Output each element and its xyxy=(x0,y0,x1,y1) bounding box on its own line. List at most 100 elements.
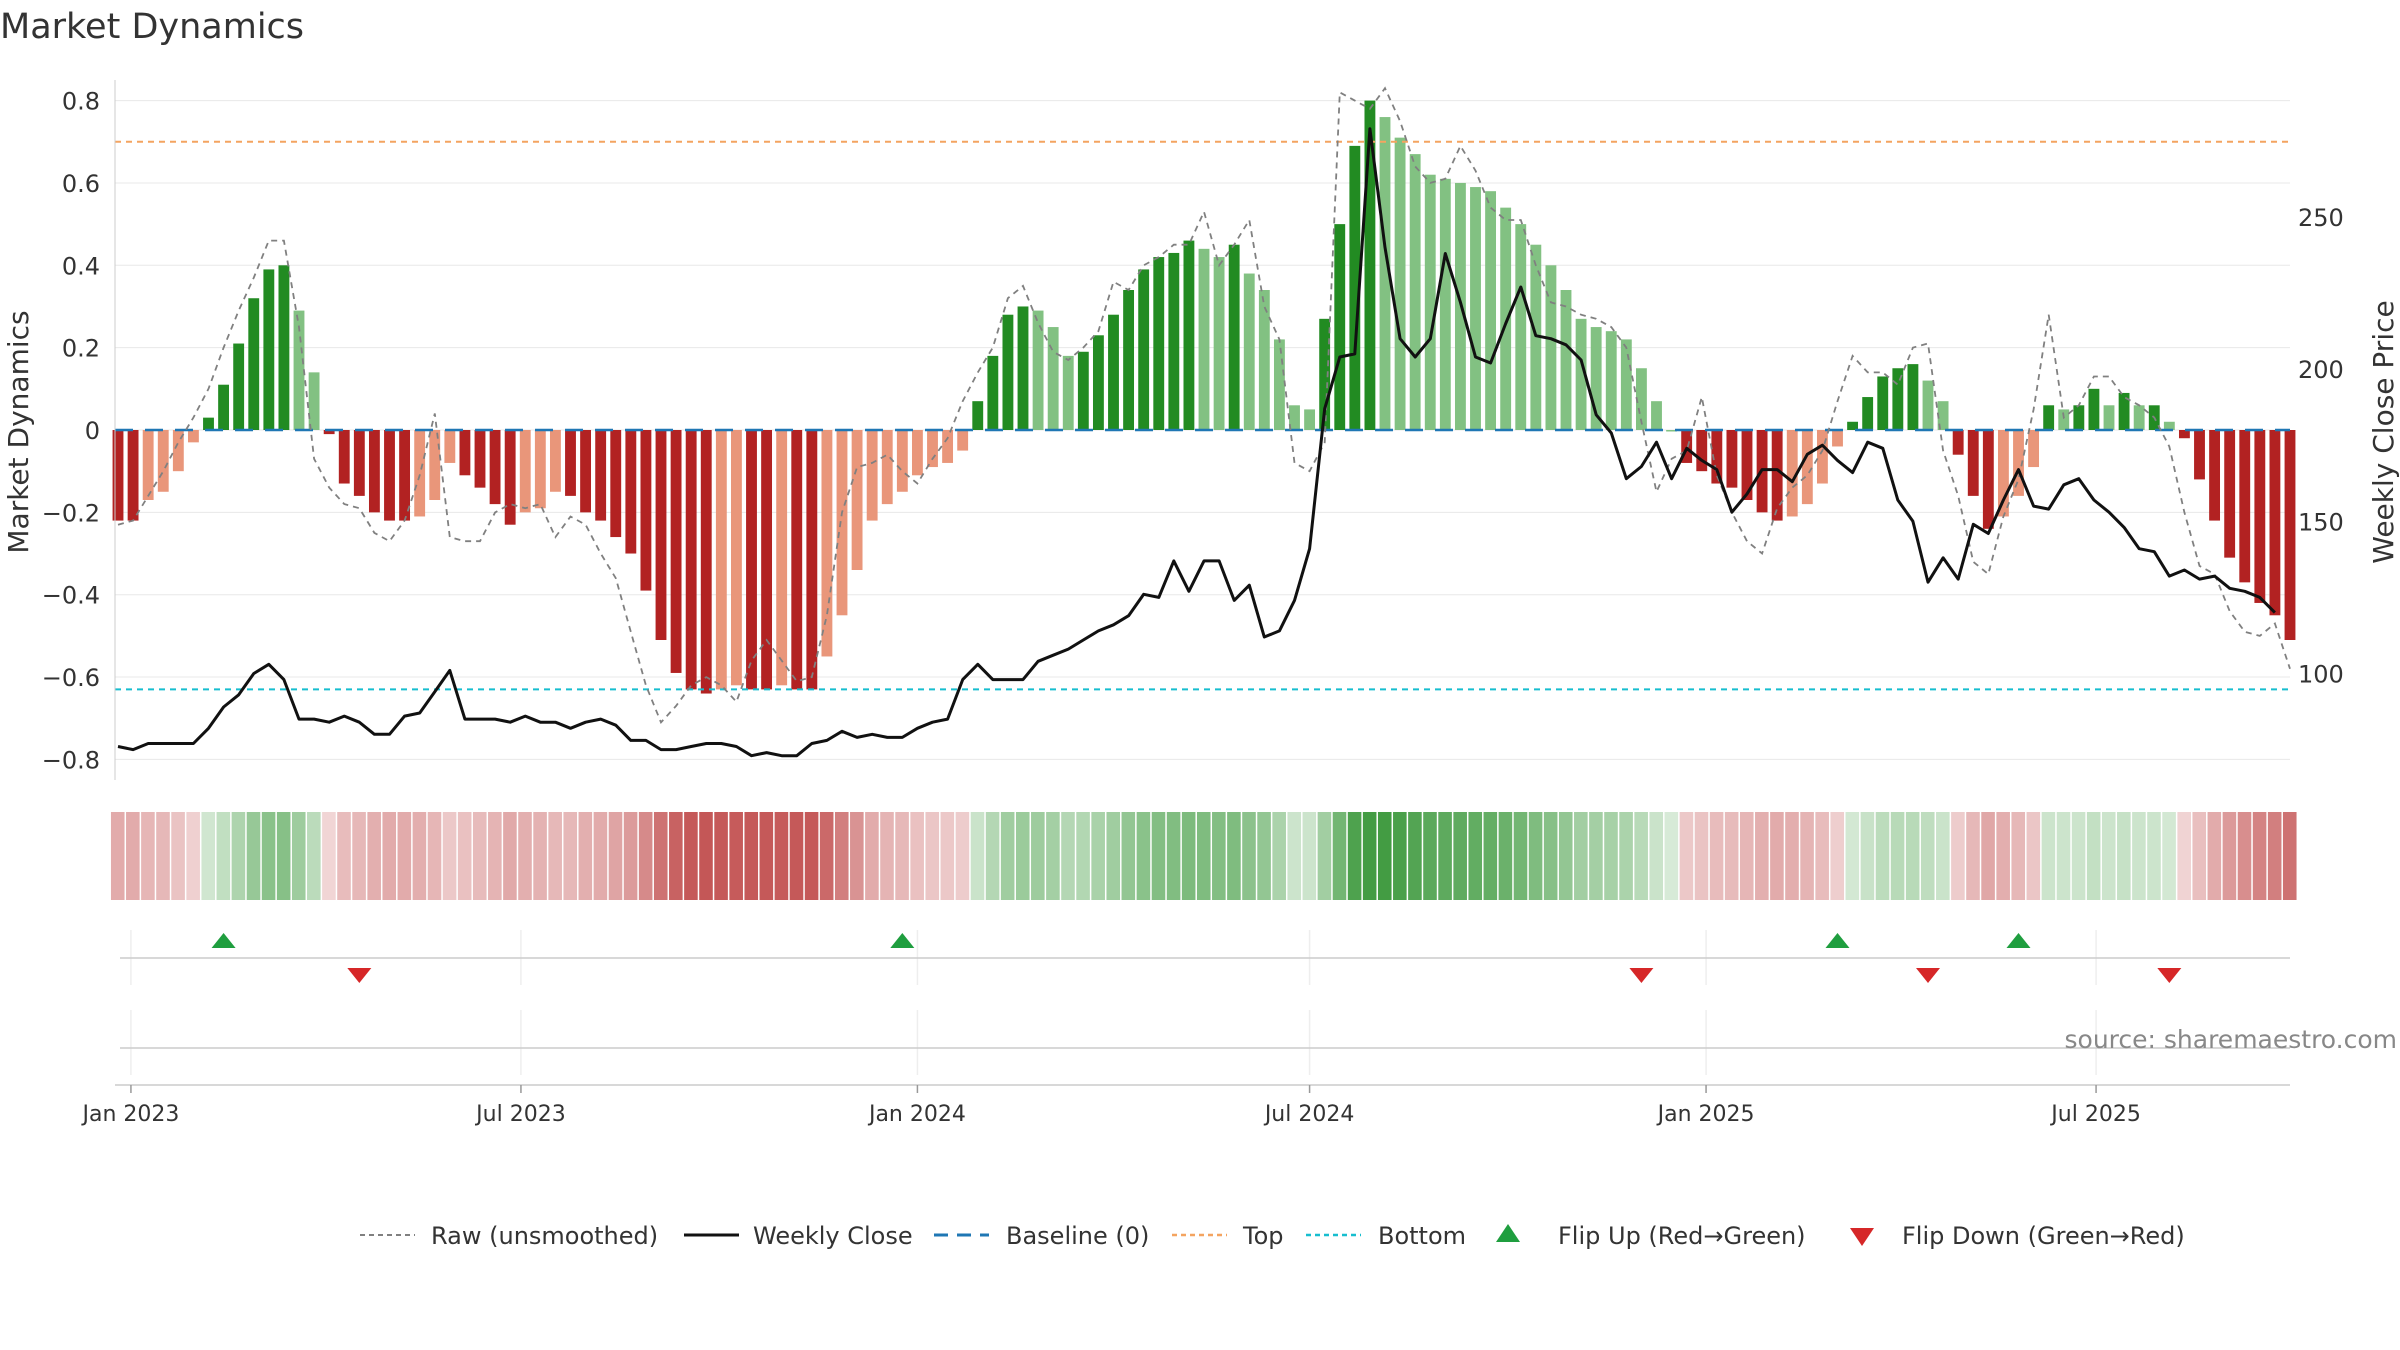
heat-strip-cell xyxy=(412,812,427,900)
heat-strip-cell xyxy=(2026,812,2041,900)
heat-strip-cell xyxy=(307,812,321,900)
momentum-bar xyxy=(836,430,848,616)
legend-raw-label: Raw (unsmoothed) xyxy=(431,1222,658,1250)
heat-strip-cell xyxy=(533,812,547,900)
raw-line xyxy=(117,86,2291,725)
y-tick-label: 0 xyxy=(85,417,100,445)
momentum-bar xyxy=(866,430,878,521)
momentum-bar xyxy=(640,430,652,591)
legend-close-label: Weekly Close xyxy=(753,1222,913,1250)
momentum-bar xyxy=(1832,430,1843,447)
momentum-bar xyxy=(911,430,923,476)
momentum-bar xyxy=(248,298,260,430)
heat-strip-cell xyxy=(472,812,487,900)
heat-strip-cell xyxy=(1061,812,1075,900)
heat-strip-cell xyxy=(669,812,683,900)
heat-strip-cell xyxy=(457,812,472,900)
heat-strip-cell xyxy=(2252,812,2267,900)
heat-strip-cell xyxy=(367,812,381,900)
legend-baseline-label: Baseline (0) xyxy=(1006,1222,1149,1250)
flip-up-marker xyxy=(211,933,236,948)
heat-strip-cell xyxy=(1619,812,1633,900)
momentum-bar xyxy=(972,401,984,430)
heat-strip-cell xyxy=(1015,812,1030,900)
heat-strip-cell xyxy=(1347,812,1362,900)
heat-strip-cell xyxy=(231,812,246,900)
heat-strip-cell xyxy=(1438,812,1452,900)
chart-title: Market Dynamics xyxy=(0,7,304,47)
momentum-bar xyxy=(1696,430,1708,472)
momentum-bar xyxy=(1590,327,1602,430)
heat-strip-cell xyxy=(1528,812,1543,900)
flip-down-marker xyxy=(1916,968,1940,983)
momentum-bar xyxy=(1877,376,1889,430)
heat-strip-cell xyxy=(1196,812,1211,900)
heat-strip-cell xyxy=(834,812,849,900)
momentum-bar xyxy=(1635,368,1647,430)
heat-strip-cell xyxy=(1936,812,1950,900)
momentum-bar xyxy=(368,430,380,513)
heat-strip-cell xyxy=(488,812,502,900)
momentum-bar xyxy=(1047,327,1059,430)
heat-strip-cell xyxy=(2162,812,2176,900)
y2-tick-label: 200 xyxy=(2298,356,2344,384)
heat-strip-cell xyxy=(141,812,155,900)
right-axis: 250 200 150 100 xyxy=(2298,204,2344,689)
legend-bottom-label: Bottom xyxy=(1378,1222,1466,1250)
flip-down-marker xyxy=(2157,968,2182,983)
heat-strip-cell xyxy=(1106,812,1121,900)
heat-strip-cell xyxy=(563,812,578,900)
heat-strip-cell xyxy=(2086,812,2101,900)
heat-strip-cell xyxy=(1498,812,1513,900)
momentum-bar xyxy=(474,430,486,488)
heat-strip-cell xyxy=(1755,812,1769,900)
heat-strip-cell xyxy=(503,812,517,900)
legend-flip-down-label: Flip Down (Green→Red) xyxy=(1902,1222,2185,1250)
momentum-bar xyxy=(610,430,622,538)
momentum-bar xyxy=(414,430,426,517)
momentum-bar xyxy=(1123,290,1135,430)
momentum-bar xyxy=(1289,405,1300,430)
heat-strip-cell xyxy=(608,812,623,900)
momentum-bar xyxy=(1319,318,1331,430)
momentum-bar xyxy=(685,430,697,690)
heat-strip-cell xyxy=(1966,812,1980,900)
heat-strip-cell xyxy=(1151,812,1166,900)
momentum-bar xyxy=(1017,306,1029,430)
heat-strip-cell xyxy=(2041,812,2056,900)
heat-strip-cell xyxy=(1423,812,1437,900)
heat-strip-cell xyxy=(714,812,728,900)
heat-strip-cell xyxy=(1920,812,1935,900)
y-tick-label: 0.4 xyxy=(62,252,100,280)
momentum-bar xyxy=(2073,405,2085,430)
momentum-bar xyxy=(761,430,773,690)
momentum-bar xyxy=(384,430,395,521)
momentum-bar xyxy=(1258,290,1270,430)
momentum-bar xyxy=(851,430,863,570)
heat-strip-cell xyxy=(2207,812,2222,900)
legend-top-label: Top xyxy=(1242,1222,1284,1250)
heat-strip-cell xyxy=(865,812,879,900)
heat-strip-cell xyxy=(276,812,291,900)
heat-strip-cell xyxy=(819,812,834,900)
x-tick-label: Jan 2024 xyxy=(867,1102,966,1127)
heat-strip-cell xyxy=(1951,812,1965,900)
heat-strip-cell xyxy=(1272,812,1286,900)
heat-strip-cell xyxy=(2071,812,2086,900)
heat-strip-cell xyxy=(2222,812,2237,900)
momentum-bar xyxy=(1515,224,1527,430)
heat-strip-cell xyxy=(382,812,397,900)
momentum-bar xyxy=(927,430,938,468)
momentum-bar xyxy=(2133,405,2145,430)
heat-strip-cell xyxy=(940,812,955,900)
heat-strip-cell xyxy=(1996,812,2010,900)
heat-strip-cell xyxy=(126,812,140,900)
momentum-bar xyxy=(2209,430,2221,521)
heat-strip-cell xyxy=(955,812,970,900)
y-tick-label: −0.6 xyxy=(42,664,100,692)
momentum-bar xyxy=(821,430,833,657)
momentum-bar xyxy=(1922,380,1934,430)
x-gridlines xyxy=(130,930,2097,1075)
heat-strip-cell xyxy=(427,812,442,900)
momentum-bar xyxy=(2269,430,2281,616)
